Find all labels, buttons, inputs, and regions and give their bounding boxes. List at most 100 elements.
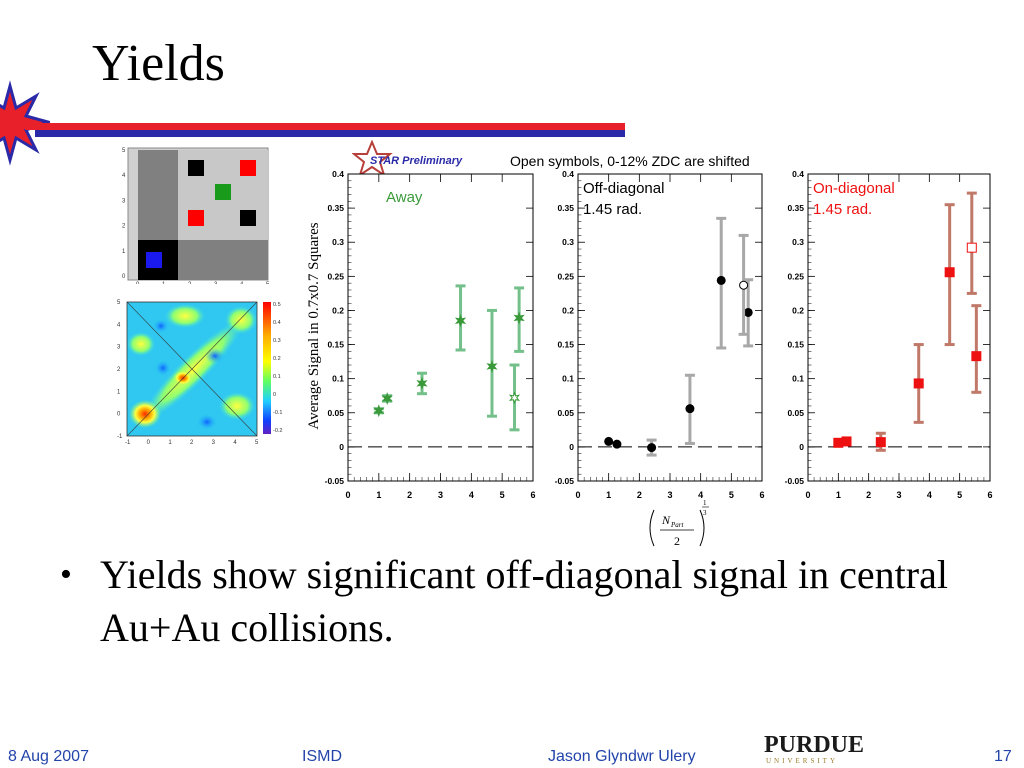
y-tick-label: 0.05 — [327, 408, 344, 418]
y-tick-label: 0.2 — [562, 305, 574, 315]
x-tick-label: 1 — [376, 490, 381, 500]
y-tick-label: 0.05 — [557, 408, 574, 418]
y-tick-label: -0.05 — [325, 476, 345, 486]
x-tick-label: 5 — [729, 490, 734, 500]
heatmap-y-tick-label: 2 — [117, 367, 121, 373]
schematic-x-tick-label: 5 — [266, 282, 270, 284]
svg-text:1: 1 — [703, 499, 707, 507]
data-point — [875, 437, 886, 448]
svg-text:N: N — [661, 513, 671, 527]
svg-text:3: 3 — [703, 509, 707, 517]
heatmap-x-tick-label: 5 — [255, 440, 259, 446]
data-point — [416, 376, 428, 390]
data-point — [508, 391, 521, 405]
schematic-y-tick-label: 3 — [122, 198, 126, 204]
y-tick-label: 0.4 — [562, 169, 574, 179]
y-tick-label: 0.4 — [332, 169, 344, 179]
schematic-y-tick-label: 0 — [122, 274, 126, 280]
x-tick-label: 1 — [606, 490, 611, 500]
y-tick-label: 0.25 — [557, 271, 574, 281]
footer-author: Jason Glyndwr Ulery — [548, 748, 696, 765]
y-tick-label: 0.2 — [792, 305, 804, 315]
schematic-x-tick-label: 0 — [136, 282, 140, 284]
footer-date: 8 Aug 2007 — [8, 748, 89, 765]
panel-label: 1.45 rad. — [813, 201, 872, 218]
y-tick-label: 0.3 — [332, 237, 344, 247]
heatmap-y-tick-label: 4 — [117, 322, 121, 328]
bullet-text: Yields show significant off-diagonal sig… — [100, 552, 948, 650]
star-logo-text: STAR Preliminary — [370, 155, 463, 167]
data-point — [685, 404, 695, 414]
svg-text:Part: Part — [670, 521, 685, 529]
starburst-icon — [0, 80, 50, 166]
data-point — [944, 267, 955, 278]
x-tick-label: 5 — [957, 490, 962, 500]
data-point — [743, 307, 753, 317]
correlation-heatmap: -1 0 1 2 3 4 5 -1 0 1 2 3 4 5 0.5 0.4 0.3 0.2 0.1 0 -0.1 -0… — [117, 300, 282, 446]
data-point — [833, 437, 844, 448]
slide-title: Yields — [92, 35, 225, 92]
star-preliminary-logo: STAR Preliminary — [352, 140, 463, 178]
y-axis-label: Average Signal in 0.7x0.7 Squares — [306, 222, 322, 429]
heatmap-x-tick-label: 1 — [168, 440, 172, 446]
heatmap-x-tick-label: 4 — [233, 440, 237, 446]
heatmap-y-tick-label: -1 — [117, 434, 123, 440]
heatmap-x-tick-label: -1 — [125, 440, 131, 446]
x-tick-label: 5 — [500, 490, 505, 500]
y-tick-label: 0 — [569, 442, 574, 452]
schematic-x-tick-label: 1 — [162, 282, 166, 284]
schematic-y-tick-label: 2 — [122, 224, 126, 230]
colorbar-tick-label: 0.3 — [273, 338, 281, 344]
x-axis-label-formula: N Part 2 1 3 — [649, 499, 709, 548]
purdue-logo-subtext: UNIVERSITY — [766, 757, 838, 765]
schematic-x-tick-label: 4 — [240, 282, 244, 284]
schematic-y-tick-label: 1 — [122, 249, 126, 255]
y-tick-label: 0.25 — [787, 271, 804, 281]
x-tick-label: 3 — [896, 490, 901, 500]
data-point — [913, 378, 924, 389]
colorbar-tick-label: 0.2 — [273, 356, 281, 362]
off-diagonal-square — [240, 210, 256, 226]
colorbar-tick-label: 0.1 — [273, 374, 281, 380]
y-tick-label: 0.1 — [562, 374, 574, 384]
data-point — [612, 439, 622, 449]
schematic-y-tick-label: 5 — [122, 148, 126, 154]
y-tick-label: -0.05 — [785, 476, 805, 486]
schematic-x-tick-label: 3 — [214, 282, 218, 284]
plot-frame — [577, 173, 763, 482]
y-tick-label: 0.35 — [787, 203, 804, 213]
y-tick-label: 0.35 — [557, 203, 574, 213]
x-tick-label: 6 — [759, 490, 764, 500]
plot-frame — [807, 173, 991, 482]
y-tick-label: 0.15 — [327, 340, 344, 350]
colorbar-tick-label: -0.1 — [273, 410, 282, 416]
data-point — [739, 280, 749, 290]
panel-label: Off-diagonal — [583, 180, 664, 197]
footer-conference: ISMD — [302, 748, 342, 765]
heatmap-x-tick-label: 0 — [147, 440, 151, 446]
data-point — [841, 436, 852, 447]
y-tick-label: 0 — [799, 442, 804, 452]
colorbar-tick-label: 0 — [273, 392, 276, 398]
x-tick-label: 0 — [575, 490, 580, 500]
heatmap-y-tick-label: 1 — [117, 389, 121, 395]
near-square — [146, 252, 162, 268]
data-point — [647, 443, 657, 453]
bullet-dot: • — [60, 556, 72, 593]
heatmap-y-tick-label: 3 — [117, 345, 121, 351]
x-tick-label: 6 — [530, 490, 535, 500]
x-tick-label: 2 — [866, 490, 871, 500]
data-point — [454, 314, 467, 328]
y-tick-label: 0.1 — [792, 374, 804, 384]
x-tick-label: 4 — [927, 490, 932, 500]
x-tick-label: 4 — [469, 490, 474, 500]
heatmap-y-tick-label: 5 — [117, 300, 121, 306]
schematic-x-tick-label: 2 — [188, 282, 192, 284]
square-layout-diagram: 0 1 2 3 4 5 0 1 2 3 4 5 — [122, 147, 270, 284]
plot-frame — [347, 173, 534, 482]
off-diagonal-square — [188, 160, 204, 176]
heatmap-y-tick-label: 0 — [117, 412, 121, 418]
